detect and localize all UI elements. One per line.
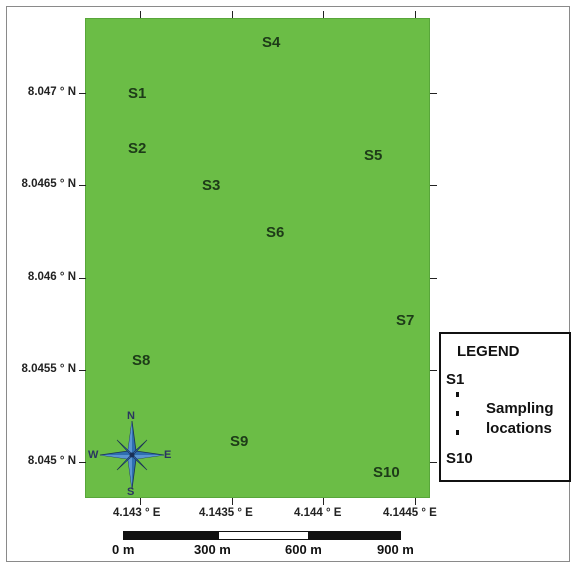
lon-tick — [140, 498, 141, 505]
legend-first-site: S1 — [446, 371, 465, 388]
compass-south-label: S — [127, 486, 135, 498]
lon-label-4143: 4.143 ° E — [113, 507, 161, 519]
lat-label-8045: 8.045 ° N — [27, 455, 76, 467]
site-label-s5: S5 — [364, 147, 383, 164]
lat-tick — [430, 370, 437, 371]
site-label-s1: S1 — [128, 85, 147, 102]
lat-tick — [430, 278, 437, 279]
lon-tick — [232, 11, 233, 18]
lon-tick — [415, 11, 416, 18]
compass-east-label: E — [164, 449, 172, 461]
legend-box: LEGEND S1 S10 Sampling locations — [439, 332, 571, 482]
site-label-s9: S9 — [230, 433, 249, 450]
scale-label-600: 600 m — [285, 542, 322, 557]
map-area: S4 S1 S2 S5 S3 S6 S7 S8 S9 S10 — [85, 18, 430, 498]
compass-rose-icon — [99, 420, 165, 490]
figure-frame — [6, 6, 570, 562]
lat-tick — [430, 185, 437, 186]
scale-label-0: 0 m — [112, 542, 135, 557]
compass-north-label: N — [127, 410, 135, 422]
legend-last-site: S10 — [446, 450, 473, 467]
lat-label-80455: 8.0455 ° N — [21, 363, 76, 375]
site-label-s4: S4 — [262, 34, 281, 51]
lat-label-80465: 8.0465 ° N — [21, 178, 76, 190]
lat-tick — [79, 185, 86, 186]
lat-tick — [79, 93, 86, 94]
site-label-s3: S3 — [202, 177, 221, 194]
legend-desc-line2: locations — [486, 420, 552, 437]
site-label-s2: S2 — [128, 140, 147, 157]
lat-tick — [79, 370, 86, 371]
scale-segment — [219, 532, 308, 539]
lat-label-8046: 8.046 ° N — [27, 271, 76, 283]
legend-ellipsis-dot — [456, 430, 459, 435]
compass-west-label: W — [88, 449, 99, 461]
scale-segment — [124, 532, 219, 539]
scale-segment — [308, 532, 400, 539]
lon-tick — [232, 498, 233, 505]
site-label-s10: S10 — [373, 464, 400, 481]
legend-title: LEGEND — [457, 343, 520, 360]
lat-label-8047: 8.047 ° N — [27, 86, 76, 98]
lon-label-41435: 4.1435 ° E — [199, 507, 253, 519]
lon-label-41445: 4.1445 ° E — [383, 507, 437, 519]
lat-tick — [79, 462, 86, 463]
site-label-s8: S8 — [132, 352, 151, 369]
lon-tick — [140, 11, 141, 18]
lon-tick — [415, 498, 416, 505]
lon-label-4144: 4.144 ° E — [294, 507, 342, 519]
lat-tick — [79, 278, 86, 279]
lon-tick — [323, 498, 324, 505]
site-label-s7: S7 — [396, 312, 415, 329]
legend-desc-line1: Sampling — [486, 400, 554, 417]
scale-label-900: 900 m — [377, 542, 414, 557]
lat-tick — [430, 462, 437, 463]
site-label-s6: S6 — [266, 224, 285, 241]
lon-tick — [323, 11, 324, 18]
legend-ellipsis-dot — [456, 411, 459, 416]
lat-tick — [430, 93, 437, 94]
legend-ellipsis-dot — [456, 392, 459, 397]
scale-bar — [123, 531, 401, 540]
scale-label-300: 300 m — [194, 542, 231, 557]
